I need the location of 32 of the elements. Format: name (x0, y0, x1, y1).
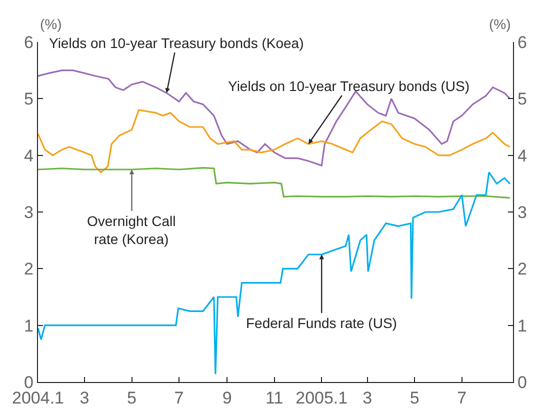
y2-tick-label: 2 (518, 260, 527, 279)
y-tick-label: 6 (24, 32, 34, 52)
x-tick-label: 3 (362, 388, 372, 408)
x-tick-label: 7 (457, 388, 467, 408)
line-series (38, 70, 511, 166)
y-tick-label: 4 (24, 146, 34, 166)
text: Overnight Call rate (Korea) (87, 213, 176, 248)
y2-tick-label: 4 (518, 146, 527, 166)
y2-tick-label: 5 (518, 90, 527, 109)
x-tick-label: 9 (222, 388, 232, 408)
series-label: Federal Funds rate (US) (246, 315, 397, 331)
y2-axis-title: (%) (489, 16, 511, 32)
line-series (38, 167, 511, 199)
y-axis-title: (%) (40, 16, 62, 32)
y2-tick-label: 1 (518, 316, 527, 336)
line-series (38, 109, 511, 174)
text: Yields on 10-year Treasury bonds (US) (228, 78, 470, 94)
x-tick-label: 7 (174, 388, 184, 408)
x-tick-label: 3 (80, 388, 90, 408)
x-tick-label: 11 (266, 388, 284, 408)
y-tick-label: 5 (24, 90, 34, 109)
x-tick-label: 2005.1 (296, 388, 348, 408)
line-series (38, 172, 511, 375)
y2-tick-label: 0 (518, 372, 527, 392)
y-tick-label: 1 (24, 316, 34, 336)
y2-tick-label: 3 (518, 202, 527, 222)
y-tick-label: 3 (24, 202, 34, 222)
x-tick-label: 5 (410, 388, 420, 408)
series-label: Yields on 10-year Treasury bonds (Koea) (49, 35, 304, 51)
y-tick-label: 2 (24, 260, 34, 279)
x-tick-label: 5 (127, 388, 136, 408)
y2-tick-label: 6 (518, 32, 527, 52)
